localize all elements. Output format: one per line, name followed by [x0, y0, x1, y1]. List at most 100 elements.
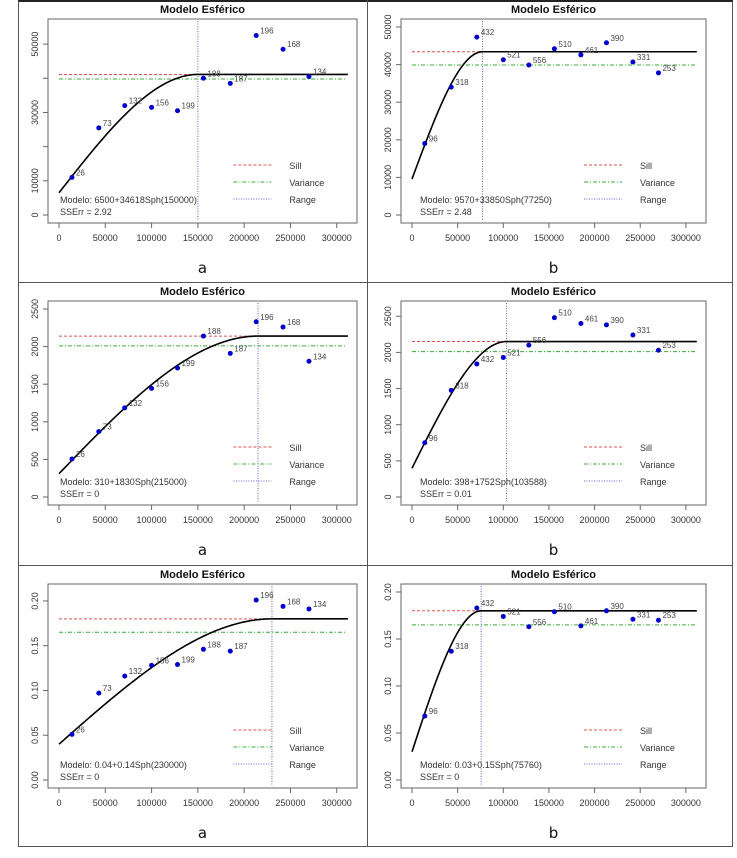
- data-point: [280, 46, 286, 52]
- data-point: [500, 354, 506, 360]
- sserr-text: SSErr = 2.48: [420, 207, 472, 217]
- x-tick-label: 100000: [137, 515, 167, 525]
- data-point: [175, 662, 181, 668]
- data-point: [578, 52, 584, 58]
- point-label: 199: [182, 656, 196, 665]
- x-tick-label: 300000: [322, 798, 352, 808]
- legend-label-range: Range: [640, 195, 667, 205]
- panel-caption: b: [549, 541, 559, 559]
- data-point: [422, 440, 428, 446]
- chart-svg: Modelo Esférico 0 50000 100000 150000 200000 2…: [30, 286, 358, 559]
- x-tick-label: 50000: [93, 798, 118, 808]
- chart-title: Modelo Esférico: [511, 569, 596, 581]
- data-point: [200, 333, 206, 339]
- y-tick-label: 0: [383, 494, 393, 499]
- data-point: [200, 646, 206, 652]
- plot-area: [400, 18, 707, 224]
- data-point: [306, 358, 312, 364]
- data-point: [526, 624, 532, 630]
- legend-label-sill: Sill: [640, 443, 652, 453]
- legend-label-range: Range: [289, 195, 316, 205]
- data-point: [526, 62, 532, 68]
- data-point: [122, 405, 128, 411]
- data-point: [69, 174, 75, 180]
- point-label: 132: [129, 399, 143, 408]
- data-point: [448, 84, 454, 90]
- point-label: 168: [287, 318, 301, 327]
- x-tick-label: 150000: [183, 798, 213, 808]
- data-point: [96, 125, 102, 131]
- point-label: 187: [234, 642, 248, 651]
- model-curve: [58, 618, 348, 745]
- data-point: [253, 319, 259, 325]
- sserr-text: SSErr = 0: [420, 772, 459, 782]
- point-label: 156: [156, 379, 170, 388]
- model-equation: Modelo: 6500+34618Sph(150000): [60, 195, 197, 205]
- x-tick-label: 50000: [445, 515, 470, 525]
- point-label: 461: [585, 617, 599, 626]
- x-tick-label: 150000: [534, 515, 564, 525]
- x-tick-label: 0: [56, 233, 61, 243]
- model-curve: [411, 610, 697, 753]
- y-tick-label: 2000: [383, 342, 393, 362]
- y-tick-label: 0.15: [30, 637, 40, 655]
- legend-label-variance: Variance: [640, 178, 675, 188]
- x-tick-label: 250000: [275, 515, 305, 525]
- legend-label-variance: Variance: [640, 460, 675, 470]
- chart-title: Modelo Esférico: [160, 286, 245, 298]
- data-point: [69, 456, 75, 462]
- point-label: 187: [234, 344, 248, 353]
- data-point: [500, 57, 506, 63]
- x-tick-label: 250000: [625, 515, 655, 525]
- y-tick-label: 500: [383, 453, 393, 468]
- point-label: 168: [287, 597, 301, 606]
- plot-area: [47, 300, 358, 506]
- y-tick-label: 0.20: [383, 583, 393, 601]
- legend-label-range: Range: [289, 760, 316, 770]
- point-label: 556: [533, 56, 547, 65]
- point-label: 134: [313, 600, 327, 609]
- y-tick-label: 0.05: [30, 726, 40, 744]
- point-label: 390: [610, 602, 624, 611]
- y-tick-label: 50000: [383, 14, 393, 39]
- x-tick-label: 100000: [488, 798, 518, 808]
- data-point: [253, 33, 259, 39]
- x-tick-label: 100000: [488, 515, 518, 525]
- data-point: [500, 613, 506, 619]
- data-point: [578, 623, 584, 629]
- point-label: 331: [637, 326, 651, 335]
- data-point: [227, 648, 233, 654]
- point-label: 188: [207, 327, 221, 336]
- legend-label-range: Range: [640, 760, 667, 770]
- chart-svg: Modelo Esférico 0 50000 100000 150000 200000 2…: [383, 569, 707, 842]
- data-point: [306, 74, 312, 80]
- point-label: 510: [558, 309, 572, 318]
- data-point: [603, 40, 609, 46]
- data-point: [603, 608, 609, 614]
- y-tick-label: 1000: [30, 412, 40, 432]
- point-label: 461: [585, 314, 599, 323]
- point-label: 432: [481, 355, 495, 364]
- x-tick-label: 150000: [534, 798, 564, 808]
- legend-label-variance: Variance: [289, 460, 324, 470]
- x-tick-label: 150000: [183, 515, 213, 525]
- y-tick-label: 2000: [30, 337, 40, 357]
- data-point: [551, 46, 557, 52]
- point-label: 26: [76, 450, 85, 459]
- x-tick-label: 0: [56, 515, 61, 525]
- data-point: [551, 609, 557, 615]
- data-point: [96, 690, 102, 696]
- point-label: 331: [637, 610, 651, 619]
- point-label: 96: [429, 434, 438, 443]
- data-point: [422, 713, 428, 719]
- point-label: 432: [481, 28, 495, 37]
- point-label: 556: [533, 618, 547, 627]
- variogram-panel-mid-b: Modelo Esférico 0 50000 100000 150000 200000 2…: [367, 282, 716, 565]
- sserr-text: SSErr = 0: [60, 772, 99, 782]
- point-label: 26: [76, 168, 85, 177]
- data-point: [422, 141, 428, 147]
- point-label: 510: [558, 40, 572, 49]
- model-curve: [411, 50, 697, 180]
- variogram-panel-top-a: Modelo Esférico 0 50000 100000 150000 200000 2…: [18, 0, 367, 283]
- panel-caption: a: [198, 824, 207, 842]
